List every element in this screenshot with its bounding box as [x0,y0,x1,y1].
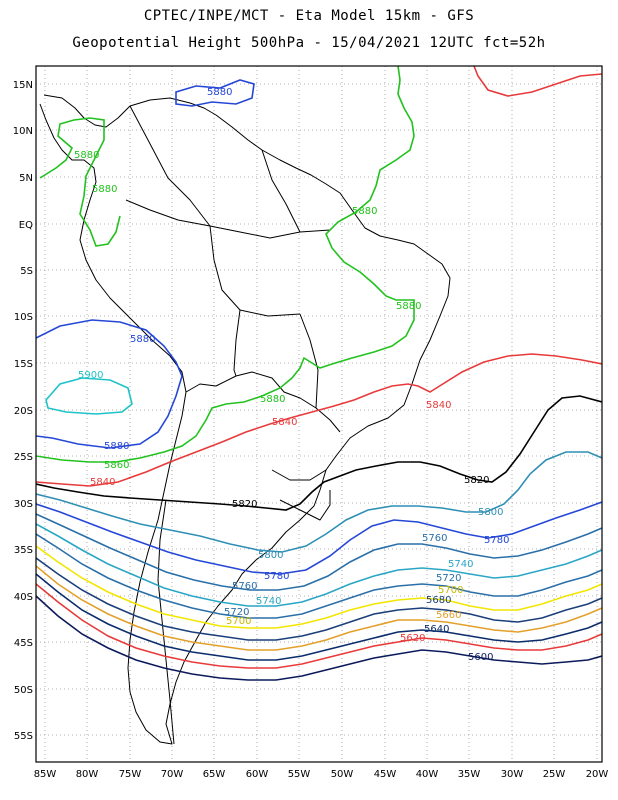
lon-label: 25W [543,769,566,780]
lon-label: 40W [416,769,439,780]
contour-5720 [36,533,602,619]
contour-5680 [36,557,602,641]
label-5680: 5680 [426,595,451,606]
contour-5860-north [39,117,121,247]
label-5720: 5720 [224,607,249,618]
label-5720: 5720 [436,573,461,584]
lon-label: 70W [161,769,184,780]
label-5860: 5880 [396,301,421,312]
lon-label: 85W [34,769,57,780]
label-5860: 5880 [352,206,377,217]
lat-label: 5S [20,266,33,277]
lon-label: 75W [119,769,142,780]
contour-5600 [36,595,602,681]
contour-5880-north [175,79,255,107]
coastline [39,94,451,745]
contour-lines [36,66,602,681]
lon-label: 60W [246,769,269,780]
label-5760: 5760 [422,533,447,544]
contour-5780 [36,501,602,575]
label-5620: 5620 [400,633,425,644]
lon-label: 30W [501,769,524,780]
label-5780: 5780 [264,571,289,582]
lat-label: EQ [19,220,33,231]
label-5860: 5860 [104,460,129,471]
label-5780: 5780 [484,535,509,546]
label-5840: 5840 [90,477,115,488]
label-5880: 5880 [207,87,232,98]
lat-label: 20S [14,406,33,417]
label-5900: 5900 [78,370,103,381]
label-5740: 5740 [448,559,473,570]
lat-label: 10N [13,126,33,137]
label-5640: 5640 [424,624,449,635]
lat-label: 10S [14,312,33,323]
lon-label: 55W [288,769,311,780]
label-5860: 5880 [74,150,99,161]
lat-label: 45S [14,638,33,649]
contour-5800 [36,451,602,553]
contour-5740 [36,523,602,607]
lon-label: 45W [374,769,397,780]
label-5660: 5660 [436,610,461,621]
label-5600: 5600 [468,652,493,663]
map-frame [35,65,603,763]
lat-label: 50S [14,685,33,696]
lat-label: 35S [14,545,33,556]
contour-5660 [36,565,602,651]
label-5820: 5820 [464,475,489,486]
label-5840: 5840 [272,417,297,428]
lat-label: 25S [14,452,33,463]
contour-5860-amazon [36,66,415,463]
contour-5840 [36,353,602,487]
label-5800: 5800 [478,507,503,518]
label-5760: 5760 [232,581,257,592]
contour-5700 [36,545,602,629]
contour-5880-west [36,319,183,449]
lon-label: 20W [586,769,609,780]
title-line-2: Geopotential Height 500hPa - 15/04/2021 … [72,35,546,51]
lat-label: 15S [14,359,33,370]
contour-5840-northeast [473,66,602,97]
label-5860: 5880 [260,394,285,405]
contour-5620 [36,583,602,669]
latitude-labels: 15N 10N 5N EQ 5S 10S 15S 20S 25S 30S 35S… [13,80,33,742]
label-5800: 5800 [258,550,283,561]
lon-label: 35W [458,769,481,780]
lat-label: 5N [19,173,33,184]
contour-5820 [36,395,602,511]
lat-label: 55S [14,731,33,742]
label-5860: 5880 [92,184,117,195]
label-5840: 5840 [426,400,451,411]
label-5700: 5700 [438,585,463,596]
graticule [36,66,602,762]
contour-5640 [36,573,602,661]
lon-label: 80W [76,769,99,780]
lat-label: 40S [14,592,33,603]
lon-label: 50W [331,769,354,780]
label-5880: 5880 [130,334,155,345]
title-line-1: CPTEC/INPE/MCT - Eta Model 15km - GFS [143,8,475,24]
label-5740: 5740 [256,596,281,607]
contour-labels: 5880 5880 5880 5880 5880 5880 5880 5880 … [74,87,509,663]
lat-label: 15N [13,80,33,91]
label-5880: 5880 [104,441,129,452]
longitude-labels: 85W 80W 75W 70W 65W 60W 55W 50W 45W 40W … [34,769,609,780]
contour-5900 [45,377,133,415]
label-5820: 5820 [232,499,257,510]
contour-5760 [36,513,602,591]
lon-label: 65W [203,769,226,780]
label-5700: 5700 [226,616,251,627]
lat-label: 30S [14,499,33,510]
